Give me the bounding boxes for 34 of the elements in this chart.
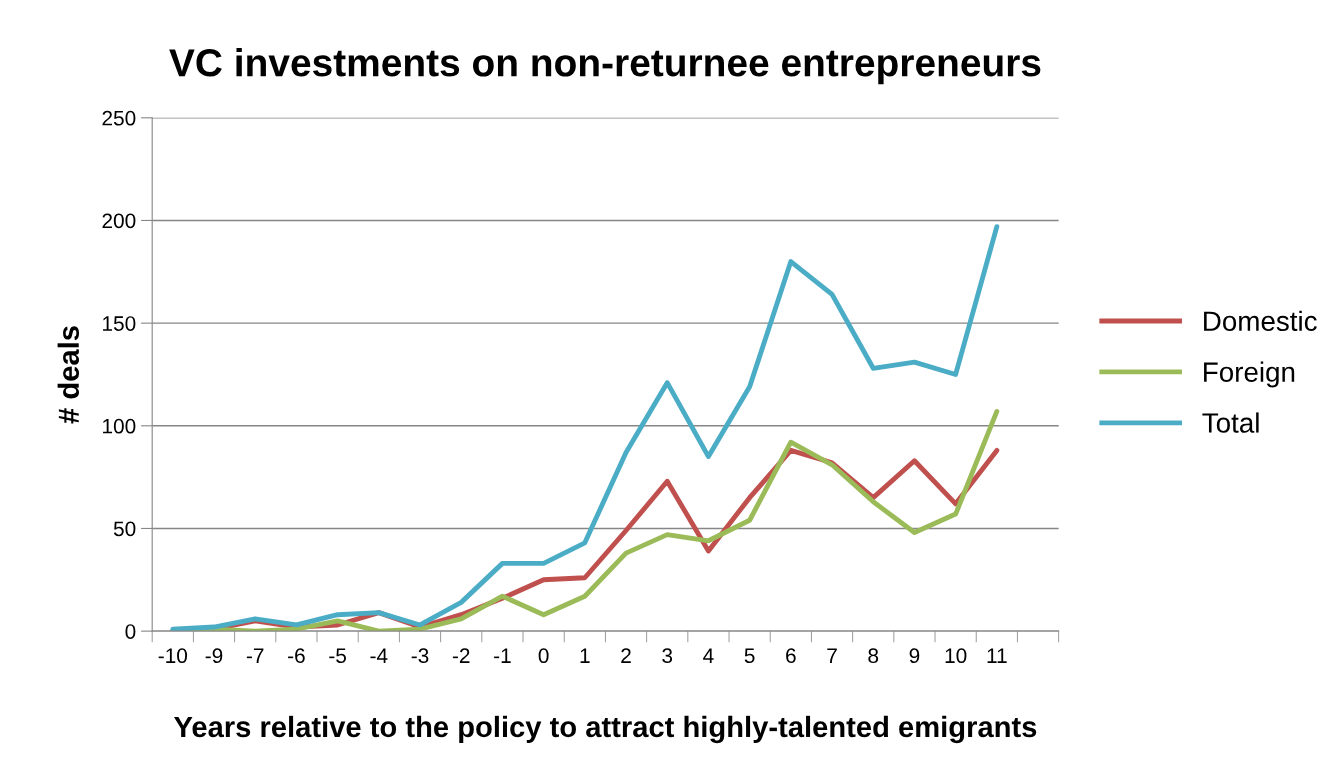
x-tick-label: -9 — [205, 648, 223, 664]
y-tick-label: 200 — [102, 213, 136, 229]
x-tick-label: -6 — [288, 648, 305, 664]
x-tick-label: -1 — [494, 648, 511, 663]
x-tick-label: -4 — [370, 648, 388, 663]
x-tick-label: -7 — [246, 648, 264, 663]
x-tick-label: 5 — [744, 648, 755, 664]
x-tick-label: 1 — [580, 648, 590, 663]
x-tick-label: -2 — [452, 648, 470, 663]
x-tick-label: -10 — [158, 648, 188, 664]
y-tick-label: 150 — [103, 316, 136, 331]
legend-label: Total — [1202, 412, 1259, 433]
y-axis-title: # deals — [57, 326, 80, 424]
legend-label: Domestic — [1204, 310, 1317, 332]
x-tick-label: 4 — [703, 648, 714, 663]
x-tick-label: 3 — [662, 648, 673, 664]
x-tick-label: 0 — [538, 648, 549, 664]
y-tick-label: 250 — [102, 110, 136, 126]
x-tick-label: 11 — [987, 648, 1007, 663]
y-tick-label: 100 — [103, 418, 136, 434]
legend-label: Foreign — [1204, 361, 1295, 388]
x-tick-label: 6 — [786, 648, 796, 664]
x-axis-title: Years relative to the policy to attract highly-talented emigrants — [174, 715, 1037, 744]
y-tick-label: 0 — [125, 624, 136, 639]
x-tick-label: -5 — [329, 648, 346, 664]
y-tick-label: 50 — [113, 521, 136, 537]
line-series — [170, 224, 1000, 632]
x-tick-label: -3 — [411, 648, 429, 664]
chart-title: VC investments on non-returnee entrepreneurs — [169, 47, 1041, 85]
x-tick-label: 10 — [945, 648, 967, 664]
x-tick-label: 8 — [868, 648, 879, 664]
x-tick-label: 7 — [827, 648, 837, 663]
x-tick-label: 9 — [909, 648, 920, 664]
x-tick-label: 2 — [621, 648, 631, 663]
